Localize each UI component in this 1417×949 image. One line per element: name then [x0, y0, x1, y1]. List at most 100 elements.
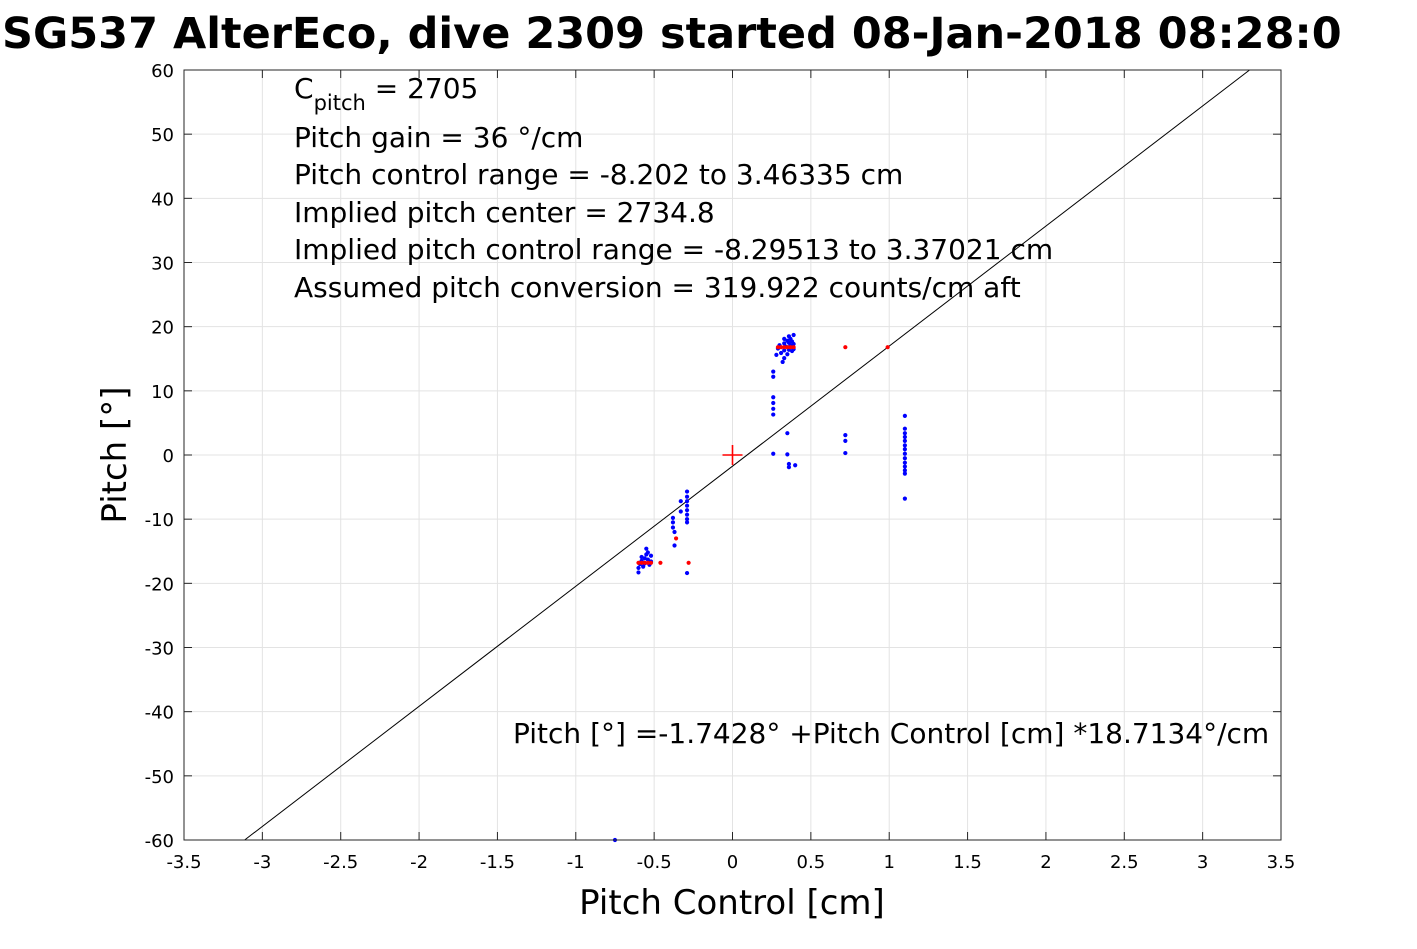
data-point — [778, 345, 784, 350]
data-point — [684, 512, 690, 517]
y-tick-label: -40 — [145, 703, 174, 724]
data-point — [843, 345, 848, 350]
data-point — [902, 456, 907, 461]
data-point — [782, 341, 787, 346]
x-tick-label: -2.5 — [323, 852, 358, 873]
y-axis-label: Pitch [°] — [95, 386, 135, 523]
c-pitch-annotation: Cpitch = 2705 — [294, 72, 478, 115]
data-point — [780, 359, 785, 365]
x-tick-label: -1 — [567, 852, 585, 873]
data-point — [843, 450, 848, 456]
data-point — [636, 565, 641, 571]
data-point — [771, 374, 776, 379]
grid — [183, 69, 1282, 841]
annotation-line: Pitch gain = 36 °/cm — [294, 121, 583, 154]
data-point — [902, 434, 907, 440]
parameter-annotations: Cpitch = 2705 Pitch gain = 36 °/cm Pitch… — [294, 72, 1053, 304]
data-point — [670, 520, 676, 525]
data-point — [771, 369, 776, 374]
data-point — [791, 345, 796, 350]
data-point — [684, 517, 690, 522]
data-point — [645, 560, 650, 565]
data-point — [902, 471, 907, 476]
data-point — [785, 352, 790, 357]
data-point — [684, 570, 690, 576]
data-point — [684, 499, 690, 504]
data-point — [902, 464, 907, 469]
data-points — [612, 332, 907, 843]
data-point — [843, 433, 848, 438]
annotation-line: Pitch control range = -8.202 to 3.46335 … — [294, 158, 903, 191]
data-point — [885, 345, 890, 350]
data-point — [648, 553, 654, 558]
y-tick-label: -60 — [145, 831, 174, 852]
data-point — [771, 406, 776, 411]
data-point — [639, 560, 644, 565]
data-point — [782, 345, 787, 350]
x-tick-label: 1 — [883, 852, 894, 873]
data-point — [902, 468, 907, 473]
data-point — [673, 536, 679, 541]
y-tick-label: 30 — [151, 254, 174, 275]
data-point — [902, 443, 907, 448]
data-point — [778, 350, 784, 356]
y-tick-label: 0 — [163, 446, 174, 467]
y-tick-label: 10 — [151, 382, 174, 403]
x-tick-label: -1.5 — [480, 852, 515, 873]
data-point — [670, 515, 676, 520]
data-point — [648, 560, 654, 565]
x-tick-label: -2 — [410, 852, 428, 873]
y-tick-label: -50 — [145, 767, 174, 788]
data-point — [786, 465, 792, 470]
data-point — [785, 452, 790, 457]
data-point — [771, 451, 776, 456]
data-point — [788, 345, 793, 350]
data-point — [771, 412, 776, 417]
data-point — [636, 570, 641, 575]
data-point — [902, 431, 907, 436]
y-tick-label: 60 — [151, 61, 174, 82]
data-point — [684, 489, 690, 494]
x-axis-label: Pitch Control [cm] — [579, 883, 885, 923]
x-axis: -3.5 -3 -2.5 -2 -1.5 -1 -0.5 0 0.5 1 1.5 2 2.5 3 3.5 — [166, 70, 1295, 873]
data-point — [672, 543, 677, 548]
data-point — [793, 463, 798, 468]
x-tick-label: 0 — [727, 852, 738, 873]
x-tick-label: 3 — [1197, 852, 1208, 873]
data-point — [782, 348, 787, 353]
data-point — [775, 345, 781, 350]
data-point — [902, 426, 907, 431]
data-point — [771, 395, 776, 400]
data-point — [686, 560, 691, 565]
data-point — [782, 356, 787, 361]
c-pitch-value: = 2705 — [366, 72, 479, 105]
x-tick-label: -0.5 — [637, 852, 672, 873]
annotation-line: Assumed pitch conversion = 319.922 count… — [294, 271, 1021, 304]
data-point — [902, 451, 907, 456]
data-point — [785, 345, 790, 350]
x-tick-label: 1.5 — [953, 852, 982, 873]
y-tick-label: -30 — [145, 639, 174, 660]
data-point — [641, 564, 646, 569]
data-point — [902, 460, 907, 465]
data-point — [843, 438, 848, 443]
data-point — [782, 336, 787, 341]
y-tick-label: 40 — [151, 189, 174, 210]
data-point — [902, 413, 907, 418]
x-tick-label: 2 — [1040, 852, 1051, 873]
data-point — [902, 438, 907, 443]
data-point — [658, 560, 663, 565]
y-tick-label: 50 — [151, 125, 174, 146]
y-tick-label: 20 — [151, 318, 174, 339]
chart-title: SG537 AlterEco, dive 2309 started 08-Jan… — [2, 9, 1342, 59]
data-point — [684, 520, 690, 525]
x-tick-label: 0.5 — [797, 852, 826, 873]
data-point — [771, 400, 776, 406]
y-tick-label: -20 — [145, 574, 174, 595]
data-point — [684, 508, 690, 513]
data-point — [636, 560, 641, 565]
y-tick-label: -10 — [145, 510, 174, 531]
data-point — [644, 546, 649, 551]
data-point — [902, 447, 907, 452]
